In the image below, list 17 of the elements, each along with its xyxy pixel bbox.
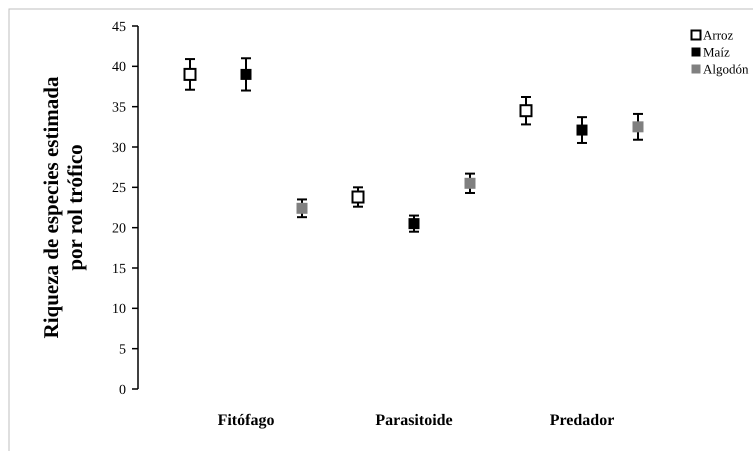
y-tick-label: 30 [112,140,126,156]
x-tick-label: Predador [550,412,614,429]
x-tick-label: Parasitoide [375,412,453,429]
y-tick-label: 15 [112,262,126,277]
y-tick-label: 20 [112,222,126,237]
x-tick-label: Fitófago [218,412,274,429]
legend-label: Maíz [703,44,730,60]
legend-label: Algodón [703,62,749,77]
legend-label: Arroz [703,28,734,43]
y-tick-label: 40 [112,60,126,76]
y-tick-label: 35 [112,100,126,116]
y-tick-label: 0 [119,382,126,398]
y-tick-label: 5 [119,342,126,358]
y-axis-title: Riqueza de especies estimada por rol trófico [39,76,87,338]
y-tick-label: 45 [112,20,126,35]
y-tick-label: 10 [112,302,126,318]
y-tick-label: 25 [112,181,126,196]
